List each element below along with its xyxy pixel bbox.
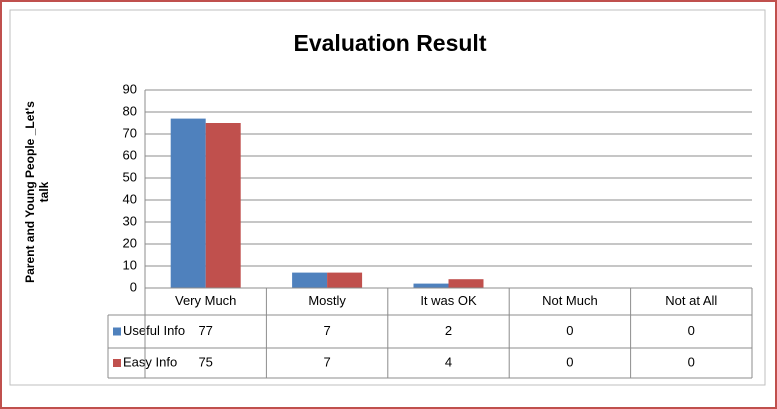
y-tick-label: 10	[123, 257, 137, 272]
table-value: 0	[688, 354, 695, 369]
x-tick-label: Not at All	[665, 293, 717, 308]
x-tick-label: Very Much	[175, 293, 236, 308]
x-tick-label: It was OK	[420, 293, 477, 308]
table-value: 0	[566, 354, 573, 369]
chart-title: Evaluation Result	[294, 30, 487, 56]
legend-label: Easy Info	[123, 354, 177, 369]
y-tick-label: 40	[123, 191, 137, 206]
bar	[413, 283, 449, 288]
x-tick-label: Mostly	[308, 293, 346, 308]
y-tick-label: 30	[123, 213, 137, 228]
table-value: 77	[198, 323, 212, 338]
y-tick-label: 80	[123, 103, 137, 118]
table-value: 7	[323, 354, 330, 369]
table-value: 0	[566, 323, 573, 338]
bar	[327, 272, 363, 288]
y-tick-label: 70	[123, 125, 137, 140]
table-value: 0	[688, 323, 695, 338]
y-tick-label: 50	[123, 169, 137, 184]
legend-key	[113, 327, 121, 336]
bar	[205, 123, 241, 288]
bar	[448, 279, 484, 288]
legend-label: Useful Info	[123, 323, 185, 338]
y-tick-label: 20	[123, 235, 137, 250]
x-tick-label: Not Much	[542, 293, 598, 308]
y-tick-label: 90	[123, 81, 137, 96]
table-value: 7	[323, 323, 330, 338]
bar	[170, 118, 206, 288]
table-value: 4	[445, 354, 452, 369]
y-tick-label: 60	[123, 147, 137, 162]
bar	[292, 272, 328, 288]
y-tick-label: 0	[130, 279, 137, 294]
y-axis-label: Parent and Young People _Let's talk	[23, 101, 51, 283]
table-value: 2	[445, 323, 452, 338]
table-value: 75	[198, 354, 212, 369]
legend-key	[113, 359, 121, 367]
